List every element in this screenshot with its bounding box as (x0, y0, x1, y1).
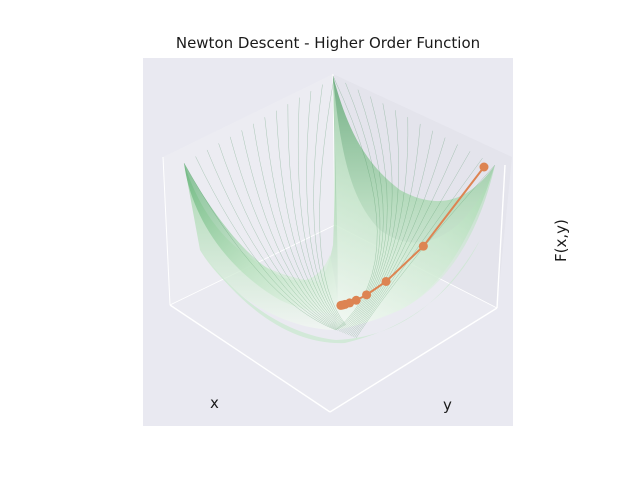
mesh-line (183, 162, 337, 331)
mesh-line (355, 164, 496, 339)
y-axis-label: y (443, 396, 452, 414)
mesh-line (287, 104, 344, 327)
mesh-line (306, 91, 345, 326)
mesh-line (313, 84, 346, 326)
path-point (479, 162, 489, 172)
mesh-line (332, 75, 378, 331)
mesh-line (276, 110, 343, 328)
mesh-line (340, 96, 388, 332)
surface-front-rim (200, 240, 480, 344)
mesh-line (195, 156, 337, 330)
mesh-line (319, 77, 347, 326)
mesh-line (343, 110, 399, 334)
y-axis-line (329, 307, 498, 413)
mesh-line (218, 143, 339, 330)
mesh-line (241, 130, 340, 329)
z-axis-line (496, 164, 506, 309)
mesh-line (338, 89, 384, 332)
mesh-line (206, 149, 338, 330)
descent-path (336, 162, 489, 310)
path-point (336, 300, 346, 310)
mesh-line (298, 97, 344, 327)
mesh-line (264, 117, 342, 328)
z-axis-label: F(x,y) (552, 219, 570, 262)
x-axis-line (169, 304, 331, 413)
path-point (362, 290, 372, 300)
chart-title: Newton Descent - Higher Order Function (175, 34, 481, 52)
mesh-line (346, 123, 421, 335)
mesh-line (348, 130, 433, 336)
back-right-pane (333, 74, 512, 308)
surface-left-lobe (184, 163, 338, 314)
mesh-line (337, 82, 381, 331)
surface-mesh (183, 75, 496, 339)
mesh-line (349, 137, 446, 336)
mesh-line (345, 117, 409, 334)
path-point (418, 241, 428, 251)
mesh-line (352, 151, 471, 337)
surface-right-lobe (333, 76, 495, 328)
mesh-line (342, 103, 393, 333)
path-point (381, 276, 391, 286)
mesh-line (351, 144, 458, 337)
mesh-line (229, 136, 340, 329)
pane-edge (162, 156, 171, 306)
mesh-line (253, 123, 341, 328)
x-axis-label: x (210, 394, 219, 412)
